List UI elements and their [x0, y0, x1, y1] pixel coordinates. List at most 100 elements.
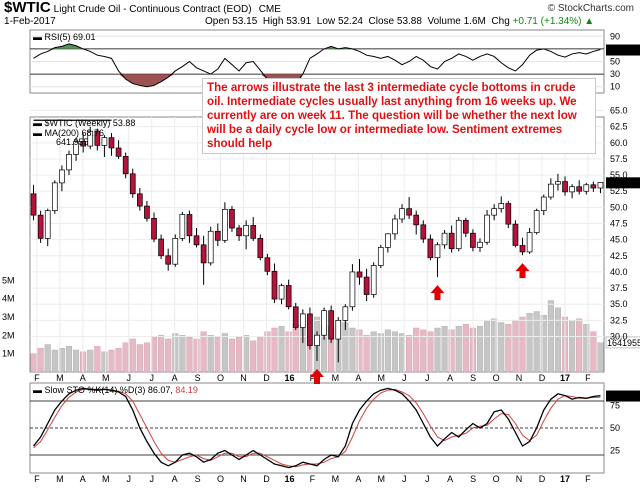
- candle-body: [590, 184, 597, 189]
- ticker-symbol: $WTIC: [4, 0, 51, 16]
- candle-body: [548, 183, 554, 198]
- volume-bar: [455, 325, 462, 373]
- volume-tick-label: 2M: [2, 330, 15, 340]
- rsi-tick-label: 30: [610, 69, 620, 79]
- candle-body: [519, 245, 526, 253]
- candle-body: [413, 214, 420, 226]
- volume-tick-label: 4M: [2, 294, 15, 304]
- candle-body: [278, 285, 285, 300]
- ohlc-readout: Open 53.15 High 53.91 Low 52.24 Close 53…: [205, 16, 594, 27]
- volume-bar: [285, 331, 292, 373]
- candle-body: [321, 310, 327, 336]
- candle-body: [533, 210, 540, 233]
- price-tick-label: 52.5: [610, 186, 628, 196]
- price-x-label: A: [447, 373, 453, 383]
- price-x-label: J: [126, 373, 131, 383]
- stochastic-x-label: O: [217, 474, 224, 484]
- candle-body: [406, 208, 412, 216]
- volume-bar: [590, 331, 597, 373]
- chg-up-arrow-icon: ▲: [584, 16, 595, 27]
- price-legend: ▬ $WTIC (Weekly) 53.88: [33, 118, 135, 128]
- price-x-label: F: [585, 373, 591, 383]
- volume-bar: [228, 338, 235, 373]
- candle-body: [51, 182, 58, 211]
- candle-body: [470, 232, 476, 248]
- stochastic-x-label: M: [102, 474, 110, 484]
- candle-body: [122, 156, 129, 175]
- stochastic-x-label: M: [332, 474, 340, 484]
- volume-bar: [122, 342, 129, 373]
- rsi-last-value: 69.01: [609, 46, 632, 56]
- volume-bar: [292, 324, 299, 373]
- volume-bar: [172, 333, 179, 373]
- volume-bar: [65, 346, 73, 373]
- volume-tick-label: 3M: [2, 312, 15, 322]
- volume-bar: [533, 311, 540, 373]
- volume-bar: [448, 329, 455, 373]
- candle-body: [80, 141, 86, 147]
- candle-body: [214, 230, 221, 241]
- candle-body: [526, 232, 533, 253]
- volume-bar: [406, 335, 413, 373]
- candle-body: [200, 244, 207, 264]
- high-label: High: [262, 16, 284, 27]
- volume-bar: [370, 331, 377, 373]
- price-tick-label: 30.0: [610, 331, 628, 341]
- price-tick-label: 40.0: [610, 267, 628, 277]
- rsi-tick-label: 50: [610, 57, 620, 67]
- stochastic-x-label: A: [355, 474, 361, 484]
- price-x-label: O: [217, 373, 224, 383]
- candle-body: [271, 270, 278, 300]
- candle-body: [427, 238, 434, 259]
- volume-bar: [143, 342, 150, 373]
- volume-value: 1.6M: [463, 16, 486, 27]
- candle-body: [66, 154, 72, 171]
- candle-body: [434, 244, 441, 259]
- volume-bar: [526, 313, 533, 373]
- volume-last-tag: [605, 336, 640, 349]
- stochastic-x-label: M: [56, 474, 64, 484]
- price-tick-label: 65.0: [610, 106, 628, 116]
- price-tick-label: 47.5: [610, 219, 628, 229]
- candle-body: [87, 130, 94, 147]
- annotation-box: The arrows illustrate the last 3 interme…: [202, 78, 596, 154]
- volume-bar: [498, 322, 505, 373]
- price-x-label: N: [240, 373, 247, 383]
- volume-bar: [179, 335, 186, 373]
- candle-body: [498, 203, 505, 210]
- candle-body: [356, 271, 363, 278]
- candle-body: [455, 219, 462, 250]
- ticker-title: $WTIC Light Crude Oil - Continuous Contra…: [4, 0, 281, 16]
- stochastic-x-label: O: [493, 474, 500, 484]
- volume-last-value: 1641955: [607, 338, 640, 348]
- volume-bar: [30, 353, 37, 373]
- stochastic-x-label: M: [378, 474, 386, 484]
- candle-body: [420, 224, 427, 240]
- volume-bar: [264, 331, 271, 373]
- stochastic-x-label: D: [539, 474, 546, 484]
- candle-body: [158, 238, 164, 257]
- candle-body: [172, 238, 179, 265]
- stochastic-x-label: A: [80, 474, 86, 484]
- volume-bar: [101, 351, 108, 373]
- stochastic-x-label: J: [402, 474, 407, 484]
- volume-bar: [136, 344, 143, 373]
- stochastic-x-label: F: [34, 474, 40, 484]
- price-x-label: M: [56, 373, 64, 383]
- rsi-oversold-fill: [33, 74, 601, 88]
- rsi-last-tag: [606, 44, 640, 56]
- candle-body: [193, 235, 200, 246]
- open-label: Open: [205, 16, 230, 27]
- candles: [30, 126, 604, 363]
- candle-body: [370, 265, 377, 295]
- stochastic-legend: ▬ Slow STO %K(14) %D(3) 86.07, 84.19: [33, 385, 198, 395]
- price-tick-label: 57.5: [610, 154, 628, 164]
- stochastic-x-label: J: [126, 474, 131, 484]
- price-x-label: J: [149, 373, 154, 383]
- candle-body: [569, 186, 575, 193]
- price-tick-label: 62.5: [610, 122, 628, 132]
- volume-bar: [519, 316, 526, 373]
- volume-bar: [58, 347, 65, 373]
- candle-body: [44, 210, 51, 239]
- candle-body: [222, 208, 228, 241]
